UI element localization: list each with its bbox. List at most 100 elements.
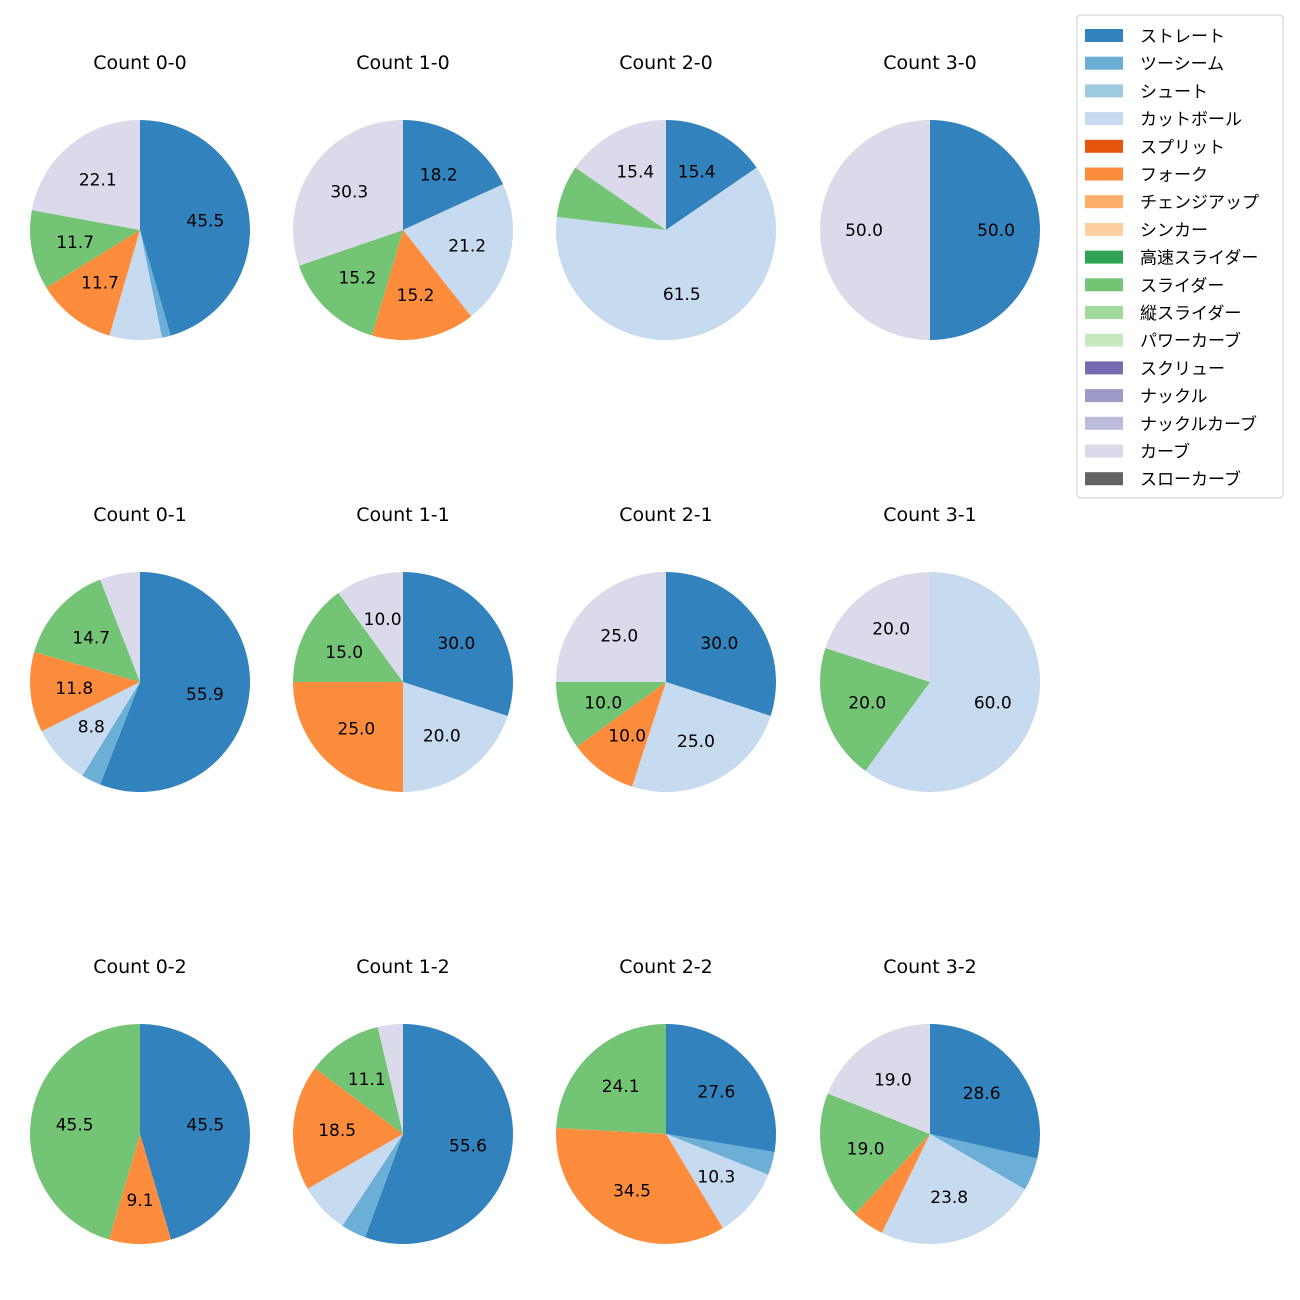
slice-label: 15.4 (616, 163, 654, 183)
pie-slice (307, 1134, 403, 1226)
pie-slice (556, 167, 666, 230)
slice-label: 25.0 (337, 720, 375, 740)
slice-label: 30.3 (330, 183, 368, 203)
legend-label: カーブ (1140, 442, 1190, 463)
slice-label: 50.0 (977, 221, 1015, 241)
slice-label: 11.1 (348, 1070, 386, 1090)
pie-title: Count 3-2 (883, 956, 977, 978)
slice-label: 11.8 (55, 679, 93, 699)
slice-label: 30.0 (437, 634, 475, 654)
pie-2: Count 1-0 18.2 21.2 15.2 15.2 30.3 (293, 52, 513, 340)
pie-slice (298, 230, 403, 336)
legend-frame (1076, 14, 1284, 499)
slice-label: 19.0 (874, 1070, 912, 1090)
legend-label: ツーシーム (1140, 55, 1224, 75)
pie-slice (865, 572, 1040, 792)
slice-label: 61.5 (663, 285, 701, 305)
legend-label: 高速スライダー (1140, 249, 1258, 269)
slice-label: 15.4 (678, 163, 716, 183)
slice-label: 22.1 (79, 170, 117, 190)
pie-slice (372, 230, 472, 340)
pie-slice (140, 230, 171, 338)
legend-label: ナックル (1140, 387, 1208, 407)
legend-swatch (1085, 389, 1123, 403)
pie-title: Count 0-0 (93, 52, 187, 74)
pie-4: Count 3-0 50.0 50.0 (820, 52, 1040, 340)
pie-slice (338, 572, 403, 682)
slice-label: 21.2 (448, 236, 486, 256)
pie-7: Count 2-1 30.0 25.0 10.0 10.0 25.0 (556, 504, 776, 792)
pie-title: Count 2-1 (619, 504, 713, 526)
pie-title: Count 2-2 (619, 956, 713, 978)
legend-label: 縦スライダー (1140, 304, 1241, 324)
legend-swatch (1085, 444, 1123, 458)
slice-label: 55.6 (449, 1137, 487, 1157)
pie-title: Count 1-1 (356, 504, 450, 526)
pie-slice (575, 120, 666, 230)
slice-label: 25.0 (600, 626, 638, 646)
slice-label: 27.6 (697, 1082, 735, 1102)
pie-slice (820, 648, 930, 771)
pie-slice (342, 1134, 403, 1238)
pie-slice (31, 120, 140, 230)
legend-label: スプリット (1140, 138, 1225, 158)
pie-title: Count 1-0 (356, 52, 450, 74)
pie-slice (109, 1134, 171, 1245)
legend-label: フォーク (1140, 166, 1208, 186)
pie-slice (854, 1134, 930, 1233)
pie-slice (403, 682, 508, 792)
pie-slice (100, 572, 140, 682)
legend-swatch (1085, 56, 1123, 70)
legend-swatch (1085, 195, 1123, 209)
slice-label: 23.8 (930, 1188, 968, 1208)
pie-slice (556, 572, 666, 682)
pie-slice (827, 1023, 930, 1134)
slice-label: 15.2 (397, 286, 435, 306)
slice-label: 10.0 (364, 610, 402, 630)
pie-slice (666, 572, 776, 716)
legend-label: シュート (1140, 82, 1208, 102)
slice-label: 45.5 (56, 1116, 94, 1136)
pie-slice (30, 210, 140, 288)
pie-slice (140, 1024, 250, 1240)
pie-slice (825, 572, 930, 682)
pie-slice (556, 682, 666, 747)
legend-label: ナックルカーブ (1140, 414, 1257, 435)
legend-swatch (1085, 112, 1123, 126)
slice-label: 18.5 (318, 1121, 356, 1141)
pie-slice (365, 1024, 513, 1244)
slice-label: 20.0 (848, 693, 886, 713)
legend-swatch (1085, 472, 1123, 486)
slice-label: 50.0 (845, 221, 883, 241)
pie-slice (314, 1026, 403, 1134)
legend-swatch (1085, 361, 1123, 375)
pie-slice (632, 682, 771, 792)
legend-swatch (1085, 250, 1123, 264)
slice-label: 60.0 (974, 693, 1012, 713)
pie-slice (41, 682, 140, 776)
slice-label: 34.5 (613, 1182, 651, 1202)
pie-slice (666, 1024, 776, 1153)
legend-label: パワーカーブ (1140, 331, 1241, 352)
pie-slice (293, 593, 403, 682)
pie-slice (403, 120, 504, 230)
legend-swatch (1085, 84, 1123, 98)
slice-label: 11.7 (81, 274, 119, 294)
legend: ストレートツーシームシュートカットボールスプリットフォークチェンジアップシンカー… (1076, 14, 1284, 499)
pie-slice (140, 120, 250, 336)
pie-8: Count 3-1 60.0 20.0 20.0 (820, 504, 1040, 792)
pie-3: Count 2-0 15.4 61.5 15.4 (556, 52, 776, 341)
pie-slice (377, 1024, 403, 1134)
legend-swatch (1085, 139, 1123, 153)
slice-label: 15.0 (325, 643, 363, 663)
pie-slice (100, 572, 250, 792)
pie-slice (46, 230, 140, 336)
legend-label: チェンジアップ (1140, 193, 1259, 213)
pie-slice (820, 120, 930, 340)
pie-slice (577, 682, 666, 787)
pie-10: Count 1-2 55.6 18.5 11.1 (292, 956, 513, 1244)
pie-slice (34, 579, 140, 682)
legend-label: スライダー (1140, 276, 1224, 296)
pie-5: Count 0-1 55.9 8.8 11.8 14.7 (29, 504, 250, 792)
